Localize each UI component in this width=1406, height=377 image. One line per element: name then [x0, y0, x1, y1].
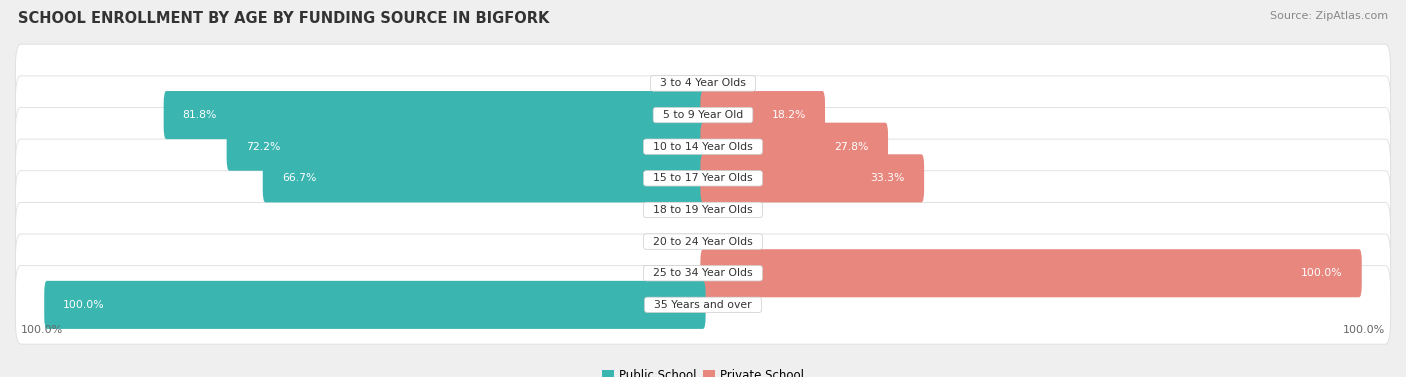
Text: 100.0%: 100.0% — [63, 300, 105, 310]
FancyBboxPatch shape — [15, 107, 1391, 186]
Text: 3 to 4 Year Olds: 3 to 4 Year Olds — [652, 78, 754, 89]
Text: 5 to 9 Year Old: 5 to 9 Year Old — [655, 110, 751, 120]
FancyBboxPatch shape — [263, 154, 706, 202]
FancyBboxPatch shape — [226, 123, 706, 171]
Text: 72.2%: 72.2% — [246, 142, 280, 152]
Text: 0.0%: 0.0% — [652, 205, 681, 215]
FancyBboxPatch shape — [163, 91, 706, 139]
Text: 100.0%: 100.0% — [1301, 268, 1343, 278]
FancyBboxPatch shape — [700, 154, 924, 202]
Text: 0.0%: 0.0% — [652, 268, 681, 278]
Text: 66.7%: 66.7% — [281, 173, 316, 183]
Text: 0.0%: 0.0% — [725, 205, 754, 215]
Text: 0.0%: 0.0% — [652, 237, 681, 247]
Text: 0.0%: 0.0% — [725, 237, 754, 247]
Text: 81.8%: 81.8% — [183, 110, 217, 120]
FancyBboxPatch shape — [15, 171, 1391, 249]
Text: 20 to 24 Year Olds: 20 to 24 Year Olds — [647, 237, 759, 247]
FancyBboxPatch shape — [15, 266, 1391, 344]
Text: Source: ZipAtlas.com: Source: ZipAtlas.com — [1270, 11, 1388, 21]
Text: 0.0%: 0.0% — [652, 78, 681, 89]
Text: 18.2%: 18.2% — [772, 110, 806, 120]
Text: 15 to 17 Year Olds: 15 to 17 Year Olds — [647, 173, 759, 183]
FancyBboxPatch shape — [15, 76, 1391, 154]
FancyBboxPatch shape — [15, 44, 1391, 123]
Text: 35 Years and over: 35 Years and over — [647, 300, 759, 310]
Text: 33.3%: 33.3% — [870, 173, 905, 183]
Text: 0.0%: 0.0% — [725, 78, 754, 89]
Text: 0.0%: 0.0% — [725, 300, 754, 310]
Text: 10 to 14 Year Olds: 10 to 14 Year Olds — [647, 142, 759, 152]
FancyBboxPatch shape — [15, 139, 1391, 218]
Text: 27.8%: 27.8% — [835, 142, 869, 152]
FancyBboxPatch shape — [44, 281, 706, 329]
FancyBboxPatch shape — [700, 123, 889, 171]
FancyBboxPatch shape — [15, 202, 1391, 281]
Legend: Public School, Private School: Public School, Private School — [598, 364, 808, 377]
FancyBboxPatch shape — [700, 249, 1362, 297]
Text: 25 to 34 Year Olds: 25 to 34 Year Olds — [647, 268, 759, 278]
Text: 100.0%: 100.0% — [1343, 325, 1385, 334]
Text: 100.0%: 100.0% — [21, 325, 63, 334]
Text: 18 to 19 Year Olds: 18 to 19 Year Olds — [647, 205, 759, 215]
FancyBboxPatch shape — [15, 234, 1391, 313]
FancyBboxPatch shape — [700, 91, 825, 139]
Text: SCHOOL ENROLLMENT BY AGE BY FUNDING SOURCE IN BIGFORK: SCHOOL ENROLLMENT BY AGE BY FUNDING SOUR… — [18, 11, 550, 26]
